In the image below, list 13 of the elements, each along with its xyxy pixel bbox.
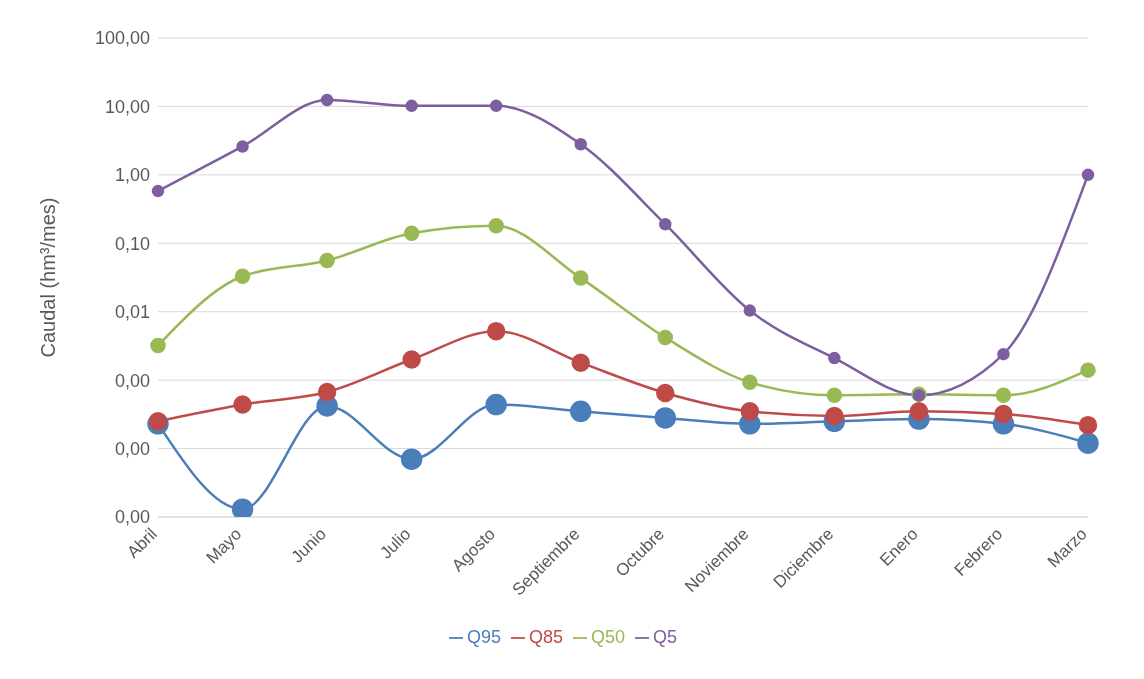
y-axis-title: Caudal (hm³/mes) xyxy=(37,197,60,358)
y-tick-label: 0,00 xyxy=(114,370,150,391)
y-tick-label: 0,00 xyxy=(114,507,150,528)
y-tick-label: 10,00 xyxy=(104,96,150,117)
y-tick-label: 0,10 xyxy=(114,233,150,254)
legend-label: Q85 xyxy=(528,627,563,647)
y-tick-label: 100,00 xyxy=(94,28,150,49)
y-tick-label: 0,00 xyxy=(114,438,150,459)
legend-label: Q50 xyxy=(591,627,626,647)
legend-label: Q95 xyxy=(466,627,501,647)
y-tick-label: 0,01 xyxy=(114,302,150,323)
legend-label: Q5 xyxy=(653,627,678,647)
y-tick-label: 1,00 xyxy=(114,165,150,186)
